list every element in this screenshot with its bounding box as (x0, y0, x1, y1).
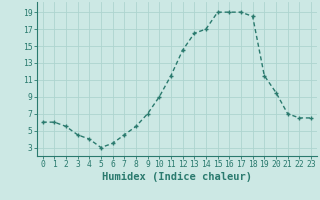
X-axis label: Humidex (Indice chaleur): Humidex (Indice chaleur) (102, 172, 252, 182)
